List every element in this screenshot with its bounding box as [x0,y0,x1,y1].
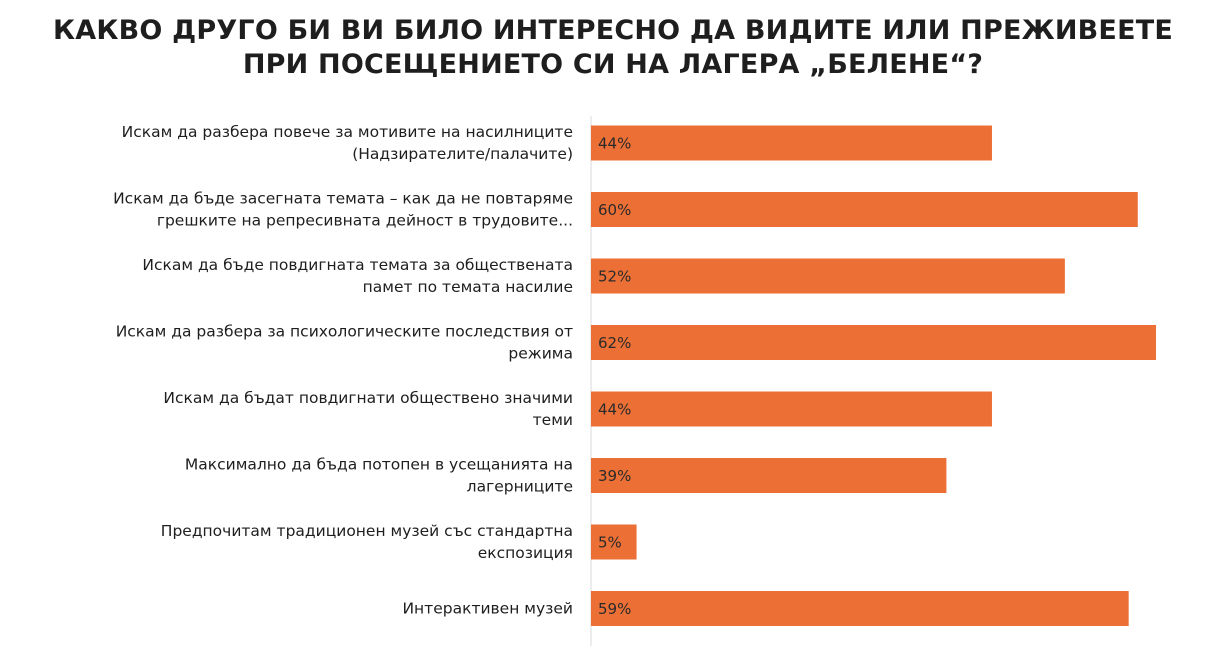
category-label-line: експозиция [478,544,573,562]
category-label-line: памет по темата насилие [363,278,573,296]
category-label-8: Интерактивен музей [402,600,573,618]
category-label-line: лагерниците [467,478,573,496]
category-label-line: Интерактивен музей [402,600,573,618]
category-label-line: Искам да разбера повече за мотивите на н… [122,123,573,141]
data-label-8: 59% [598,600,631,618]
category-label-line: грешките на репресивната дейност в трудо… [157,212,573,230]
category-label-2: Искам да бъде засегната темата – как да … [113,190,573,230]
category-label-line: Искам да бъде повдигната темата за общес… [142,256,573,274]
category-label-4: Искам да разбера за психологическите пос… [116,323,573,363]
data-label-6: 39% [598,467,631,485]
category-label-line: теми [533,411,573,429]
category-label-5: Искам да бъдат повдигнати обществено зна… [163,389,573,429]
bar-3 [591,258,1065,294]
data-label-1: 44% [598,135,631,153]
bar-4 [591,325,1156,360]
bar-2 [591,192,1138,227]
category-label-line: Предпочитам традиционен музей със станда… [161,522,573,540]
category-label-6: Максимално да бъда потопен в усещанията … [185,456,573,496]
category-label-line: Искам да бъде засегната темата – как да … [113,190,573,208]
bar-1 [591,125,992,161]
data-label-4: 62% [598,334,631,352]
bar-7 [591,524,637,560]
data-label-7: 5% [598,534,622,552]
category-label-7: Предпочитам традиционен музей със станда… [161,522,573,562]
bar-6 [591,458,947,493]
data-label-2: 60% [598,201,631,219]
category-label-line: режима [508,345,573,363]
bar-8 [591,591,1129,626]
category-label-line: Максимално да бъда потопен в усещанията … [185,456,573,474]
category-label-line: (Надзирателите/палачите) [352,145,573,163]
data-label-3: 52% [598,268,631,286]
bar-5 [591,391,992,427]
chart-title-line-1: КАКВО ДРУГО БИ ВИ БИЛО ИНТЕРЕСНО ДА ВИДИ… [53,15,1173,46]
chart-title: КАКВО ДРУГО БИ ВИ БИЛО ИНТЕРЕСНО ДА ВИДИ… [0,14,1226,82]
category-label-3: Искам да бъде повдигната темата за общес… [142,256,573,296]
category-label-1: Искам да разбера повече за мотивите на н… [122,123,573,163]
category-label-line: Искам да бъдат повдигнати обществено зна… [163,389,573,407]
category-label-line: Искам да разбера за психологическите пос… [116,323,573,341]
data-label-5: 44% [598,401,631,419]
chart-title-line-2: ПРИ ПОСЕЩЕНИЕТО СИ НА ЛАГЕРА „БЕЛЕНЕ“? [242,49,984,80]
